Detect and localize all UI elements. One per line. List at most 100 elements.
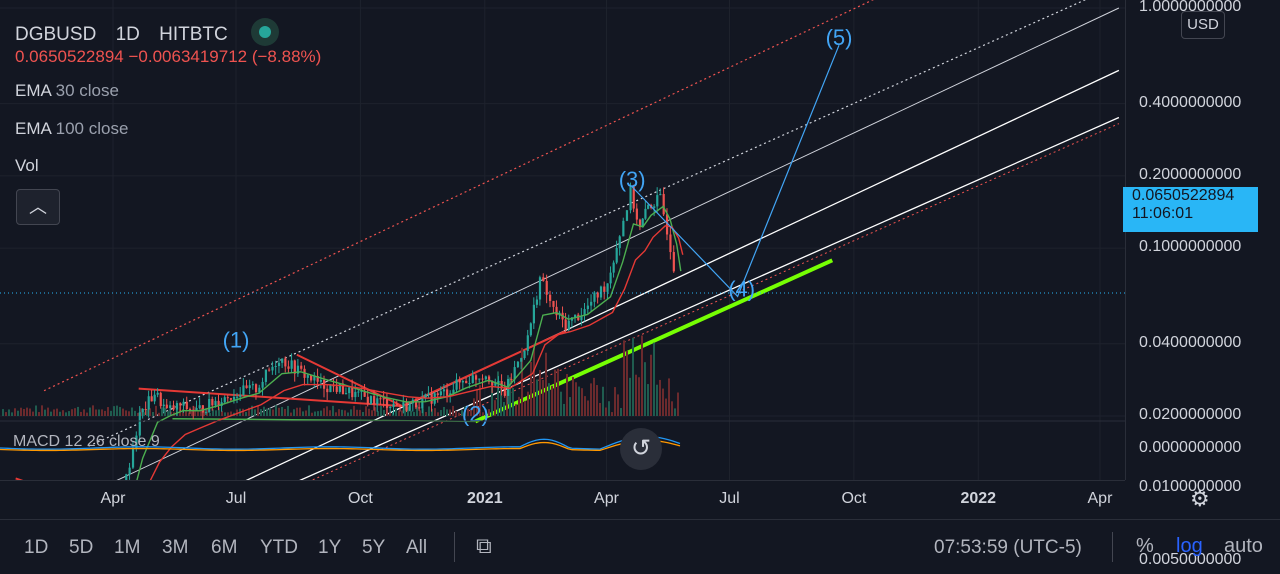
compare-icon[interactable]: ⧉ — [476, 533, 492, 558]
volume-bar — [530, 362, 532, 416]
range-button-1d[interactable]: 1D — [24, 537, 49, 558]
volume-bar — [590, 383, 592, 416]
volume-bar — [650, 354, 652, 416]
candle-body — [248, 385, 251, 389]
gear-icon[interactable]: ⚙ — [1190, 486, 1210, 511]
candle-body — [520, 358, 523, 362]
candle-body — [399, 405, 402, 407]
triangle-line-1 — [138, 387, 403, 408]
volume-bar — [581, 388, 583, 416]
range-button-ytd[interactable]: YTD — [260, 537, 298, 558]
volume-bar — [512, 387, 514, 416]
candle-body — [293, 360, 296, 374]
candle-body — [268, 369, 271, 371]
log-scale-button[interactable]: log — [1176, 535, 1203, 557]
candle-body — [264, 369, 268, 382]
volume-bar — [50, 411, 52, 416]
volume-bar — [623, 340, 625, 416]
currency-badge[interactable]: USD — [1181, 11, 1225, 39]
symbol-name[interactable]: DGBUSD — [15, 24, 97, 45]
volume-bar — [614, 387, 616, 416]
candle-body — [217, 400, 220, 406]
candle-body — [586, 305, 589, 310]
time-tick: Oct — [841, 490, 867, 507]
collapse-legend-button[interactable]: ︿ — [16, 189, 60, 225]
interval-label[interactable]: 1D — [115, 24, 140, 45]
candle-body — [647, 205, 650, 209]
volume-bar — [506, 390, 508, 416]
volume-bar — [659, 379, 661, 416]
volume-bar — [5, 412, 7, 416]
volume-bar — [413, 411, 415, 416]
volume-bar — [290, 412, 292, 416]
volume-bar — [218, 407, 220, 416]
auto-scale-button[interactable]: auto — [1224, 535, 1263, 557]
volume-bar — [137, 412, 139, 416]
exchange-label: HITBTC — [159, 24, 228, 45]
candle-body — [251, 384, 255, 386]
ema100-name: EMA — [15, 119, 51, 138]
candle-body — [418, 407, 421, 409]
candle-body — [258, 387, 261, 393]
volume-bar — [209, 412, 211, 416]
clock-timezone[interactable]: 07:53:59 (UTC-5) — [934, 537, 1082, 558]
range-button-5y[interactable]: 5Y — [362, 537, 386, 558]
price-chart[interactable]: (1) (2) (3) (4) (5) — [0, 0, 1125, 480]
volume-bar — [299, 407, 301, 416]
volume-bar — [473, 398, 475, 416]
ema100-legend[interactable]: EMA 100 close — [15, 119, 128, 139]
range-button-1m[interactable]: 1M — [114, 537, 141, 558]
candle-body — [564, 319, 567, 330]
volume-bar — [593, 377, 595, 416]
volume-bar — [221, 410, 223, 416]
volume-bar — [8, 409, 10, 416]
range-button-1y[interactable]: 1Y — [318, 537, 342, 558]
volume-bar — [92, 405, 94, 416]
volume-bar — [626, 350, 628, 416]
volume-legend[interactable]: Vol — [15, 156, 39, 175]
volume-bar — [389, 412, 391, 416]
volume-bar — [554, 369, 556, 416]
time-axis[interactable]: Apr Jul Oct 2021 Apr Jul Oct 2022 Apr — [0, 480, 1125, 519]
candle-body — [414, 399, 418, 408]
candle-body — [494, 382, 497, 386]
range-button-3m[interactable]: 3M — [162, 537, 189, 558]
volume-bar — [224, 412, 226, 416]
percent-scale-button[interactable]: % — [1136, 535, 1154, 557]
candle-body — [188, 409, 192, 411]
chart-pane[interactable]: (1) (2) (3) (4) (5) DGBUSD 1D HITBTC 0.06505… — [0, 0, 1125, 480]
candle-body — [156, 392, 159, 395]
candle-body — [452, 389, 455, 394]
volume-bar — [65, 412, 67, 416]
volume-bar — [635, 374, 637, 416]
volume-bar — [341, 409, 343, 416]
candle-body — [433, 393, 436, 404]
volume-bar — [422, 408, 424, 416]
time-tick: Apr — [594, 490, 619, 507]
volume-bar — [671, 401, 673, 416]
symbol-legend: DGBUSD 1D HITBTC — [15, 12, 293, 46]
volume-bar — [476, 388, 478, 416]
range-button-6m[interactable]: 6M — [211, 537, 238, 558]
volume-bar — [242, 408, 244, 416]
reset-chart-button[interactable]: ↺ — [620, 428, 662, 470]
candle-body — [316, 376, 319, 382]
triangle-line-3 — [401, 330, 565, 408]
volume-bar — [122, 408, 124, 416]
range-button-all[interactable]: All — [406, 537, 428, 558]
candle-body — [254, 384, 258, 393]
candle-body — [395, 403, 398, 406]
candle-body — [402, 402, 405, 407]
volume-bar — [647, 384, 649, 416]
volume-bar — [248, 407, 250, 416]
volume-bar — [380, 405, 382, 416]
macd-legend[interactable]: MACD 12 26 close 9 — [13, 433, 160, 450]
ema30-name: EMA — [15, 81, 51, 100]
price-axis[interactable]: 1.0000000000 0.4000000000 0.2000000000 0.10… — [1125, 0, 1280, 568]
volume-bar — [170, 411, 172, 416]
time-tick: Jul — [225, 490, 247, 507]
candle-body — [424, 394, 427, 398]
range-button-5d[interactable]: 5D — [69, 537, 94, 558]
ema30-legend[interactable]: EMA 30 close — [15, 81, 119, 101]
volume-bar — [38, 412, 40, 416]
